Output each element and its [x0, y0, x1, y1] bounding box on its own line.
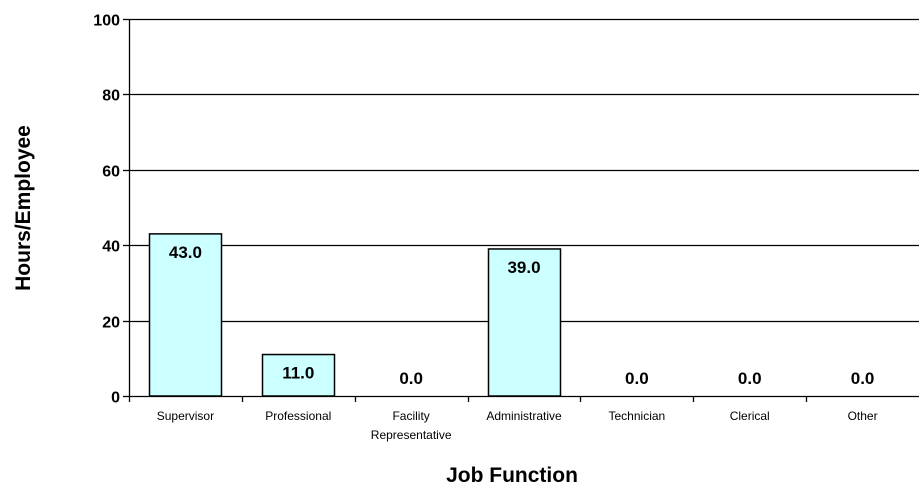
x-tick-label: Professional — [265, 409, 331, 423]
y-tick-label: 80 — [102, 88, 120, 105]
x-tick-label: Representative — [371, 428, 452, 442]
bar — [487, 248, 562, 397]
y-tick-label: 60 — [102, 164, 120, 181]
y-tick-label: 100 — [93, 13, 120, 30]
y-tick-label: 0 — [111, 390, 120, 407]
data-label: 43.0 — [169, 243, 202, 262]
x-tick-label: Other — [848, 409, 878, 423]
axes — [123, 18, 919, 402]
bars — [148, 233, 562, 397]
data-label: 0.0 — [851, 369, 875, 388]
y-tick-labels: 0 20 40 60 80 100 — [93, 13, 120, 407]
data-label: 0.0 — [399, 369, 423, 388]
y-axis-title: Hours/Employee — [12, 125, 35, 291]
data-labels: 43.0 11.0 0.0 39.0 0.0 0.0 0.0 — [169, 243, 875, 388]
x-tick-label: Facility — [392, 409, 429, 423]
bar — [148, 233, 223, 397]
y-tick-label: 40 — [102, 239, 120, 256]
y-tick-label: 20 — [102, 315, 120, 332]
data-label: 39.0 — [507, 258, 540, 277]
data-label: 0.0 — [738, 369, 762, 388]
x-tick-labels: Supervisor Professional Facility Representa… — [157, 409, 878, 442]
gridlines — [129, 18, 919, 323]
data-label: 0.0 — [625, 369, 649, 388]
x-tick-label: Technician — [609, 409, 666, 423]
x-axis-title: Job Function — [446, 464, 578, 487]
x-tick-label: Clerical — [730, 409, 770, 423]
x-tick-label: Administrative — [486, 409, 562, 423]
data-label: 11.0 — [282, 364, 314, 383]
x-tick-label: Supervisor — [157, 409, 214, 423]
